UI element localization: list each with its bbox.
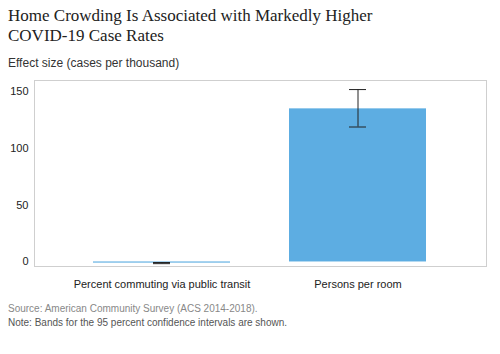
html-text:Effect size (cases per thousan: Effect size (cases per thousand) (8, 56, 180, 70)
svg-text:100: 100 (10, 142, 28, 154)
svg-text:150: 150 (10, 85, 28, 97)
html-text:Source: American Community Sur: Source: American Community Survey (ACS 2… (8, 303, 258, 314)
svg-text:50: 50 (16, 199, 28, 211)
svg-text:0: 0 (22, 255, 28, 267)
svg-text:Percent commuting via public t: Percent commuting via public transit (74, 278, 251, 290)
html-text:Note: Bands for the 95 percent: Note: Bands for the 95 percent confidenc… (8, 317, 288, 328)
svg-text:Persons per room: Persons per room (314, 278, 401, 290)
html-text:Home Crowding Is Associated wi: Home Crowding Is Associated with Markedl… (8, 6, 373, 45)
